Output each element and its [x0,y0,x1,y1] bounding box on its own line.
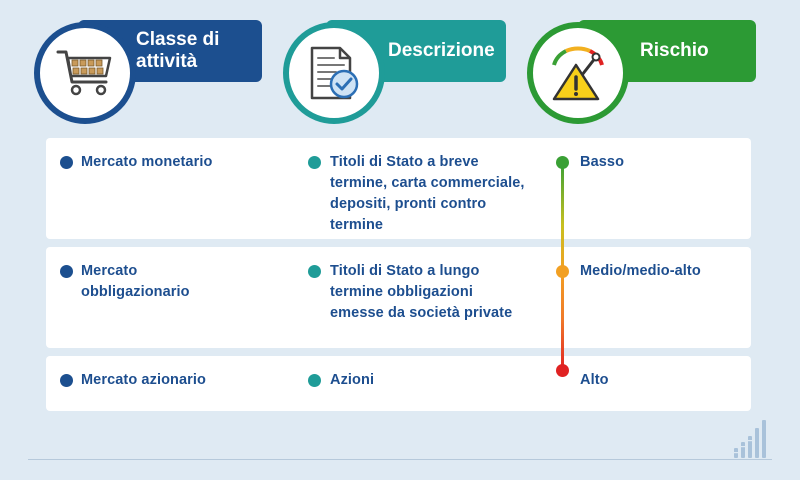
bullet-dot [60,156,73,169]
bullet-dot [60,374,73,387]
bullet-dot [308,374,321,387]
asset-class-text: Mercato obbligazionario [81,263,190,300]
risk-dot-high [556,364,569,377]
header-risk-circle [527,22,629,124]
header-asset-class-label: Classe di attività [136,29,220,72]
bullet-dot [308,265,321,278]
risk-dot-medium [556,265,569,278]
header-description-circle [283,22,385,124]
risk-text: Medio/medio-alto [580,263,701,279]
risk-gauge-warning-icon [552,46,604,101]
table-row: Mercato monetario Titoli di Stato a brev… [46,138,751,239]
bar-chart-logo-icon [734,420,766,458]
description-text: Titoli di Stato a lungo termine obbligaz… [330,263,513,321]
risk-text: Alto [580,372,609,388]
description-text: Azioni [330,372,375,388]
description-text: Titoli di Stato a breve termine, carta c… [330,154,525,233]
bullet-dot [308,156,321,169]
table-row: Mercato obbligazionario Titoli di Stato … [46,247,751,348]
bullet-dot [60,265,73,278]
asset-class-text: Mercato monetario [81,154,213,170]
asset-class-text: Mercato azionario [81,372,206,388]
table-row: Mercato azionario Azioni Alto [46,356,751,411]
risk-dot-low [556,156,569,169]
risk-text: Basso [580,154,625,170]
header-asset-class-circle [34,22,136,124]
shopping-cart-icon [56,50,112,96]
header-risk-label: Rischio [640,40,709,61]
footer-divider [28,459,772,460]
header-description-label: Descrizione [388,40,495,61]
document-check-icon [310,46,359,100]
